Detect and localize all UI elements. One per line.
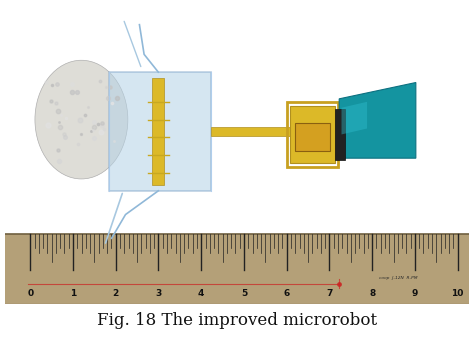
Text: 8: 8 [369, 289, 375, 298]
Text: 6: 6 [283, 289, 290, 298]
Ellipse shape [35, 60, 128, 179]
Bar [295, 123, 330, 151]
Text: Fig. 18 The improved microrobot: Fig. 18 The improved microrobot [97, 312, 377, 329]
Bar [335, 109, 345, 159]
Bar [5, 234, 469, 304]
Text: 1: 1 [70, 289, 76, 298]
Text: 9: 9 [412, 289, 418, 298]
Bar [291, 106, 335, 163]
Bar [152, 78, 164, 185]
Text: coop  J-12N  R-PM: coop J-12N R-PM [379, 276, 417, 280]
Bar [287, 102, 338, 167]
Text: 7: 7 [326, 289, 333, 298]
Text: 0: 0 [27, 289, 33, 298]
Text: 3: 3 [155, 289, 162, 298]
Bar [109, 72, 211, 191]
Text: 2: 2 [113, 289, 119, 298]
Polygon shape [341, 102, 367, 134]
Text: 4: 4 [198, 289, 204, 298]
Bar [211, 127, 293, 136]
Text: 10: 10 [451, 289, 464, 298]
Polygon shape [339, 83, 416, 158]
Text: 5: 5 [241, 289, 247, 298]
